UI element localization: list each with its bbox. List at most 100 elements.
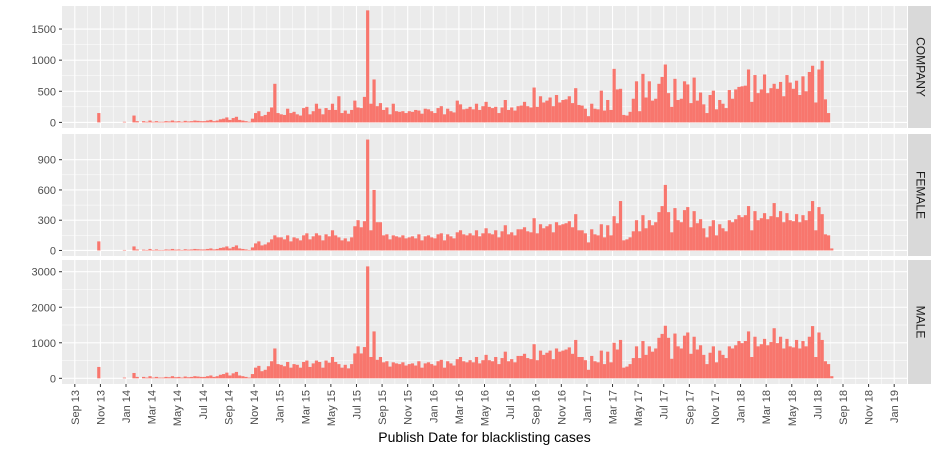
- bar-female: [158, 249, 162, 251]
- bar-female: [542, 228, 546, 251]
- bar-company: [548, 97, 552, 123]
- bar-female: [442, 240, 447, 251]
- bar-company: [334, 109, 338, 123]
- bar-male: [158, 377, 162, 379]
- bar-company: [487, 106, 491, 123]
- bar-company: [532, 87, 536, 123]
- bar-male: [407, 364, 411, 379]
- bar-male: [183, 376, 187, 379]
- bar-male: [481, 360, 485, 379]
- bar-male: [97, 366, 101, 379]
- bar-male: [362, 347, 367, 379]
- bar-company: [500, 107, 504, 123]
- bar-female: [724, 231, 728, 251]
- bar-male: [570, 353, 575, 379]
- bar-male: [756, 346, 760, 379]
- bar-male: [369, 356, 373, 379]
- bar-female: [618, 201, 623, 251]
- bar-company: [174, 121, 178, 123]
- bar-male: [382, 362, 386, 379]
- bar-male: [778, 336, 783, 379]
- bar-male: [500, 358, 504, 379]
- bar-female: [814, 230, 818, 251]
- bar-company: [737, 86, 741, 123]
- bar-male: [759, 344, 763, 379]
- bar-male: [286, 361, 290, 379]
- bar-male: [567, 347, 571, 379]
- bar-female: [654, 222, 658, 251]
- bar-female: [174, 249, 178, 251]
- bar-female: [609, 235, 613, 251]
- bar-male: [663, 325, 667, 379]
- bar-company: [625, 115, 629, 123]
- bar-company: [398, 111, 402, 123]
- bar-female: [356, 220, 360, 251]
- bar-male: [711, 346, 715, 379]
- bar-male: [238, 375, 242, 379]
- bar-male: [580, 356, 584, 379]
- bar-company: [231, 118, 235, 123]
- bar-male: [462, 361, 466, 379]
- bar-company: [414, 109, 418, 123]
- bar-female: [247, 249, 251, 251]
- bar-company: [759, 89, 763, 123]
- bar-company: [689, 103, 693, 123]
- bar-female: [151, 249, 155, 251]
- bar-male: [122, 377, 127, 379]
- bar-company: [161, 121, 165, 123]
- bar-company: [727, 90, 731, 123]
- bar-female: [234, 245, 239, 251]
- bar-male: [142, 376, 146, 379]
- bar-male: [385, 361, 389, 379]
- bar-company: [708, 95, 712, 123]
- facet-strip-label-female: FEMALE: [913, 171, 927, 219]
- bar-male: [302, 361, 306, 379]
- bar-company: [206, 120, 210, 123]
- bar-male: [247, 377, 251, 379]
- bar-female: [750, 230, 754, 251]
- bar-company: [260, 116, 264, 123]
- panel-female-y-tick-label: 0: [50, 245, 56, 257]
- bar-female: [330, 230, 335, 251]
- x-tick-label: May 17: [633, 390, 645, 426]
- bar-company: [823, 99, 827, 123]
- bar-male: [346, 368, 351, 379]
- bar-male: [785, 338, 789, 379]
- bar-female: [686, 207, 690, 251]
- bar-company: [298, 115, 303, 123]
- bar-female: [353, 226, 357, 251]
- bar-female: [135, 249, 139, 251]
- bar-male: [625, 366, 629, 379]
- panel-male-y-tick-label: 2000: [32, 302, 56, 314]
- bar-company: [378, 103, 383, 123]
- bar-company: [820, 60, 824, 123]
- bar-male: [292, 364, 296, 379]
- bar-female: [170, 248, 175, 251]
- bar-male: [391, 362, 395, 379]
- bar-company: [292, 111, 296, 123]
- bar-male: [724, 358, 728, 379]
- x-tick-label: May 18: [787, 390, 799, 426]
- bar-male: [631, 358, 635, 379]
- x-tick-label: Jan 14: [121, 390, 133, 423]
- bar-male: [202, 376, 207, 379]
- bar-female: [756, 220, 760, 251]
- bar-female: [474, 230, 479, 251]
- bar-female: [657, 212, 661, 251]
- bar-female: [730, 222, 735, 251]
- bar-company: [222, 118, 226, 123]
- bar-male: [743, 341, 747, 379]
- bar-female: [551, 232, 555, 251]
- bar-female: [484, 228, 488, 251]
- bar-male: [330, 356, 335, 379]
- bar-company: [750, 101, 754, 123]
- bar-company: [180, 121, 184, 123]
- bar-female: [394, 236, 399, 251]
- bar-company: [810, 65, 815, 123]
- bar-company: [244, 121, 248, 123]
- bar-company: [522, 101, 527, 123]
- bar-male: [798, 348, 802, 379]
- bar-female: [161, 249, 165, 251]
- bar-male: [730, 348, 735, 379]
